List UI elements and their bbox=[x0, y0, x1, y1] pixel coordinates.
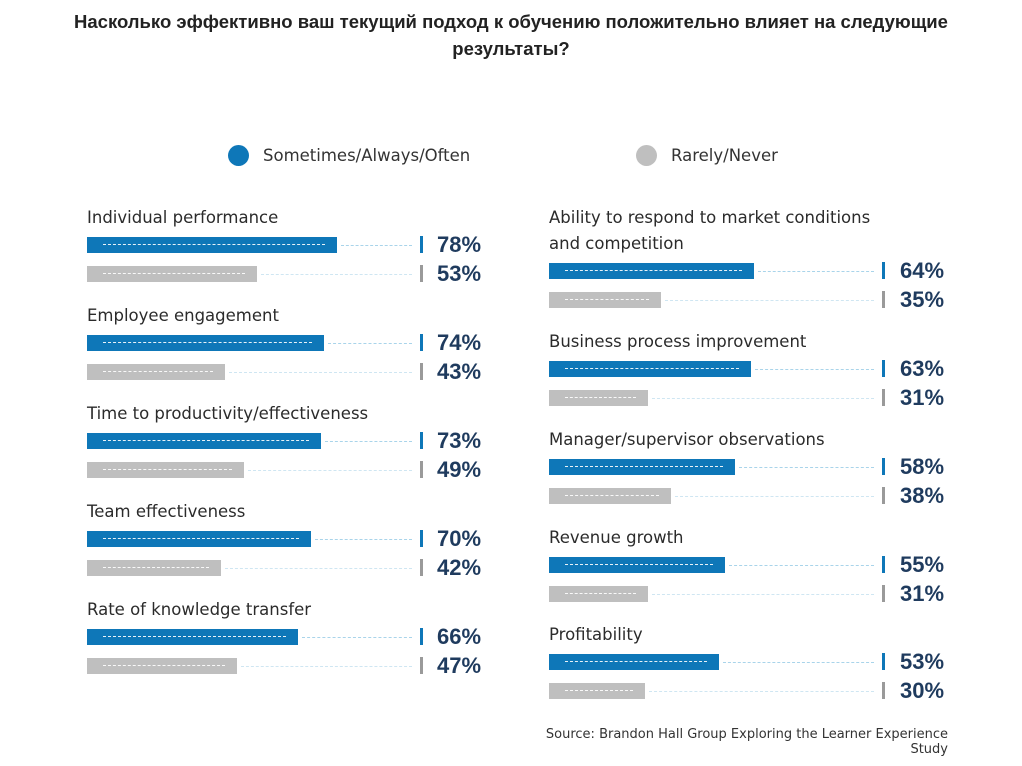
bar-series-1 bbox=[549, 263, 754, 279]
legend-swatch-series-1 bbox=[228, 144, 249, 166]
bar-series-1 bbox=[549, 361, 751, 377]
category-label: Rate of knowledge transfer bbox=[87, 600, 312, 619]
bar-guide-line bbox=[302, 637, 412, 638]
bar-series-2 bbox=[549, 390, 649, 406]
bar-series-2 bbox=[549, 488, 671, 504]
bar-series-2 bbox=[87, 658, 238, 674]
bar-series-1 bbox=[549, 654, 719, 670]
bar-guide-line bbox=[757, 271, 874, 272]
data-label: 78% bbox=[437, 232, 482, 257]
bar-guide-line bbox=[754, 369, 874, 370]
data-label: 53% bbox=[437, 261, 482, 286]
value-tick-marker bbox=[882, 262, 885, 279]
value-tick-marker bbox=[420, 559, 423, 576]
bar-series-2 bbox=[549, 292, 661, 308]
bar-guide-line bbox=[652, 398, 874, 399]
data-label: 66% bbox=[437, 624, 482, 649]
bar-guide-line bbox=[722, 662, 874, 663]
bar-guide-line bbox=[247, 470, 412, 471]
value-tick-marker bbox=[882, 556, 885, 573]
bar-guide-line bbox=[260, 274, 412, 275]
value-tick-marker bbox=[882, 487, 885, 504]
data-label: 63% bbox=[900, 356, 945, 381]
bar-series-2 bbox=[87, 560, 222, 576]
data-label: 73% bbox=[437, 428, 482, 453]
bar-guide-line bbox=[241, 666, 412, 667]
value-tick-marker bbox=[882, 653, 885, 670]
value-tick-marker bbox=[882, 389, 885, 406]
category-label: Employee engagement bbox=[87, 306, 279, 325]
data-label: 47% bbox=[437, 653, 482, 678]
bar-series-2 bbox=[549, 586, 649, 602]
bar-guide-line bbox=[665, 300, 874, 301]
bar-series-1 bbox=[87, 335, 324, 351]
category-label: Individual performance bbox=[87, 208, 279, 227]
data-label: 38% bbox=[900, 483, 945, 508]
bar-guide-line bbox=[674, 496, 874, 497]
data-label: 43% bbox=[437, 359, 482, 384]
bar-guide-line bbox=[738, 467, 874, 468]
legend-label-series-1: Sometimes/Always/Often bbox=[263, 145, 471, 165]
category-label: Profitability bbox=[549, 625, 643, 644]
bar-series-2 bbox=[87, 266, 257, 282]
value-tick-marker bbox=[882, 682, 885, 699]
value-tick-marker bbox=[420, 530, 423, 547]
bar-series-1 bbox=[549, 459, 735, 475]
bar-guide-line bbox=[652, 594, 874, 595]
category-label: Ability to respond to market conditions … bbox=[549, 208, 871, 253]
value-tick-marker bbox=[420, 461, 423, 478]
bar-guide-line bbox=[228, 372, 412, 373]
legend-item-series-2: Rarely/Never bbox=[636, 143, 778, 167]
value-tick-marker bbox=[882, 360, 885, 377]
bar-guide-line bbox=[340, 245, 412, 246]
category-label: Time to productivity/effectiveness bbox=[87, 404, 369, 423]
data-label: 53% bbox=[900, 649, 945, 674]
source-note: Source: Brandon Hall Group Exploring the… bbox=[545, 727, 948, 757]
bar-guide-line bbox=[225, 568, 412, 569]
bar-series-2 bbox=[87, 462, 244, 478]
category-label: Revenue growth bbox=[549, 528, 684, 547]
data-label: 30% bbox=[900, 678, 945, 703]
bar-guide-line bbox=[324, 441, 412, 442]
value-tick-marker bbox=[420, 363, 423, 380]
value-tick-marker bbox=[882, 291, 885, 308]
data-label: 64% bbox=[900, 258, 945, 283]
data-label: 31% bbox=[900, 581, 945, 606]
bar-series-1 bbox=[87, 531, 311, 547]
value-tick-marker bbox=[882, 458, 885, 475]
category-label: Manager/supervisor observations bbox=[549, 430, 825, 449]
legend-label-series-2: Rarely/Never bbox=[671, 145, 778, 165]
bar-series-1 bbox=[549, 557, 725, 573]
bar-guide-line bbox=[649, 691, 874, 692]
category-label: Business process improvement bbox=[549, 332, 807, 351]
category-label: Team effectiveness bbox=[87, 502, 246, 521]
value-tick-marker bbox=[882, 585, 885, 602]
data-label: 35% bbox=[900, 287, 945, 312]
value-tick-marker bbox=[420, 628, 423, 645]
bar-series-1 bbox=[87, 237, 337, 253]
bar-series-2 bbox=[549, 683, 645, 699]
legend-item-series-1: Sometimes/Always/Often bbox=[228, 143, 470, 167]
chart-title: Насколько эффективно ваш текущий подход … bbox=[74, 11, 948, 59]
value-tick-marker bbox=[420, 334, 423, 351]
data-label: 49% bbox=[437, 457, 482, 482]
data-label: 55% bbox=[900, 552, 945, 577]
value-tick-marker bbox=[420, 236, 423, 253]
bar-guide-line bbox=[327, 343, 412, 344]
bar-series-1 bbox=[87, 433, 321, 449]
bar-series-2 bbox=[87, 364, 225, 380]
value-tick-marker bbox=[420, 657, 423, 674]
data-label: 70% bbox=[437, 526, 482, 551]
bar-guide-line bbox=[729, 565, 874, 566]
bar-series-1 bbox=[87, 629, 299, 645]
value-tick-marker bbox=[420, 265, 423, 282]
legend-swatch-series-2 bbox=[636, 144, 657, 166]
data-label: 74% bbox=[437, 330, 482, 355]
value-tick-marker bbox=[420, 432, 423, 449]
data-label: 31% bbox=[900, 385, 945, 410]
bar-guide-line bbox=[315, 539, 412, 540]
data-label: 58% bbox=[900, 454, 945, 479]
data-label: 42% bbox=[437, 555, 482, 580]
